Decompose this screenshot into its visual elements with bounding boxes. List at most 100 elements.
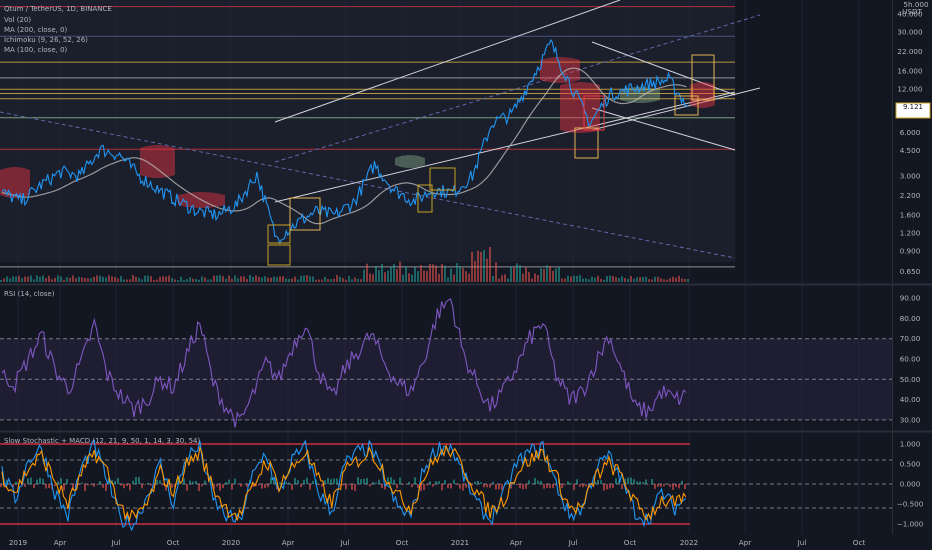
macd-hist-bar xyxy=(96,484,98,485)
macd-hist-bar xyxy=(552,484,554,489)
volume-bar xyxy=(456,263,458,282)
macd-hist-bar xyxy=(549,484,551,489)
legend-indicator-vol[interactable]: Vol (20) xyxy=(4,16,31,24)
macd-hist-bar xyxy=(366,478,368,484)
volume-bar xyxy=(138,277,140,282)
legend-symbol[interactable]: Qtum / TetherUS, 1D, BINANCE xyxy=(4,5,112,13)
stoch-tick-label: −1.000 xyxy=(897,520,924,529)
volume-bar xyxy=(660,278,662,282)
macd-hist-bar xyxy=(72,484,74,491)
macd-hist-bar xyxy=(414,477,416,484)
volume-bar xyxy=(381,263,383,282)
rsi-tick-label: 50.00 xyxy=(900,375,921,384)
volume-bar xyxy=(519,265,521,282)
macd-hist-bar xyxy=(234,478,236,484)
macd-hist-bar xyxy=(78,484,80,485)
macd-hist-bar xyxy=(171,484,173,488)
volume-bar xyxy=(279,276,281,282)
volume-bar xyxy=(255,275,257,282)
volume-bar xyxy=(249,275,251,282)
volume-bar xyxy=(609,275,611,282)
macd-hist-bar xyxy=(336,478,338,484)
annotation-box-0 xyxy=(267,224,291,244)
volume-bar xyxy=(564,278,566,282)
macd-hist-bar xyxy=(453,479,455,484)
legend-indicator-ma200[interactable]: MA (200, close, 0) xyxy=(4,26,68,34)
macd-hist-bar xyxy=(225,482,227,484)
macd-hist-bar xyxy=(528,480,530,484)
legend-rsi[interactable]: RSI (14, close) xyxy=(4,290,55,298)
volume-bar xyxy=(213,275,215,282)
macd-hist-bar xyxy=(636,481,638,484)
volume-bar xyxy=(156,279,158,282)
macd-hist-bar xyxy=(525,484,527,489)
legend-indicator-ichimoku[interactable]: Ichimoku (9, 26, 52, 26) xyxy=(4,36,88,44)
volume-bar xyxy=(600,278,602,282)
volume-bar xyxy=(420,264,422,282)
volume-bar xyxy=(243,276,245,282)
volume-bar xyxy=(84,277,86,282)
macd-hist-bar xyxy=(24,484,26,487)
macd-hist-bar xyxy=(303,479,305,484)
volume-bar xyxy=(291,278,293,282)
macd-hist-bar xyxy=(318,484,320,486)
macd-hist-bar xyxy=(381,484,383,489)
volume-bar xyxy=(582,278,584,282)
volume-bar xyxy=(36,275,38,282)
ichimoku-cloud-patch-0 xyxy=(0,167,30,198)
volume-bar xyxy=(306,275,308,282)
macd-hist-bar xyxy=(480,482,482,484)
macd-hist-bar xyxy=(639,481,641,484)
volume-bar xyxy=(18,275,20,282)
volume-bar xyxy=(246,279,248,282)
volume-bar xyxy=(222,276,224,282)
price-tick-label: 3.000 xyxy=(900,171,921,180)
macd-hist-bar xyxy=(330,479,332,484)
volume-bar xyxy=(75,278,77,282)
volume-bar xyxy=(465,271,467,282)
price-tick-label: 0.900 xyxy=(900,247,921,256)
price-axis[interactable]: 40.00030.00022.00016.00012.0009.0006.000… xyxy=(897,9,923,276)
stoch-pane: 1.000 0.500 0.000 −0.500 −1.000 xyxy=(0,439,924,532)
macd-hist-bar xyxy=(663,484,665,487)
macd-hist-bar xyxy=(258,484,260,486)
macd-hist-bar xyxy=(447,484,449,489)
legend-stoch-macd[interactable]: Slow Stochastic + MACD (12, 21, 9, 50, 1… xyxy=(4,437,201,445)
volume-bar xyxy=(486,258,488,282)
price-tick-label: 40.000 xyxy=(897,9,923,18)
volume-bar xyxy=(204,277,206,282)
volume-bar xyxy=(192,278,194,282)
volume-bar xyxy=(399,261,401,282)
time-axis[interactable]: 2019 Apr Jul Oct 2020 Apr Jul Oct 2021 Apr Jul Oct 2… xyxy=(9,538,866,547)
volume-bar xyxy=(21,278,23,282)
volume-bar xyxy=(546,265,548,282)
macd-hist-bar xyxy=(132,480,134,484)
volume-bar xyxy=(174,279,176,282)
macd-hist-bar xyxy=(114,481,116,484)
volume-bar xyxy=(522,273,524,282)
volume-bar xyxy=(171,278,173,282)
legend-indicator-ma100[interactable]: MA (100, close, 0) xyxy=(4,46,68,54)
volume-bar xyxy=(603,279,605,282)
macd-hist-bar xyxy=(603,484,605,491)
volume-bar xyxy=(6,276,8,282)
macd-hist-bar xyxy=(354,484,356,491)
macd-hist-bar xyxy=(273,477,275,484)
macd-hist-bar xyxy=(477,480,479,484)
macd-hist-bar xyxy=(585,484,587,487)
time-tick-label: Apr xyxy=(54,538,66,547)
macd-hist-bar xyxy=(486,484,488,488)
macd-hist-bar xyxy=(474,481,476,484)
volume-bar xyxy=(153,279,155,282)
volume-bar xyxy=(96,275,98,282)
volume-bar xyxy=(177,279,179,282)
annotation-box-6 xyxy=(583,95,605,131)
macd-hist-bar xyxy=(672,484,674,490)
macd-hist-bar xyxy=(252,484,254,488)
volume-bar xyxy=(429,263,431,282)
macd-hist-bar xyxy=(348,484,350,486)
axis-unit-label: USDT xyxy=(902,7,922,16)
macd-hist-bar xyxy=(60,478,62,484)
macd-hist-bar xyxy=(294,478,296,484)
